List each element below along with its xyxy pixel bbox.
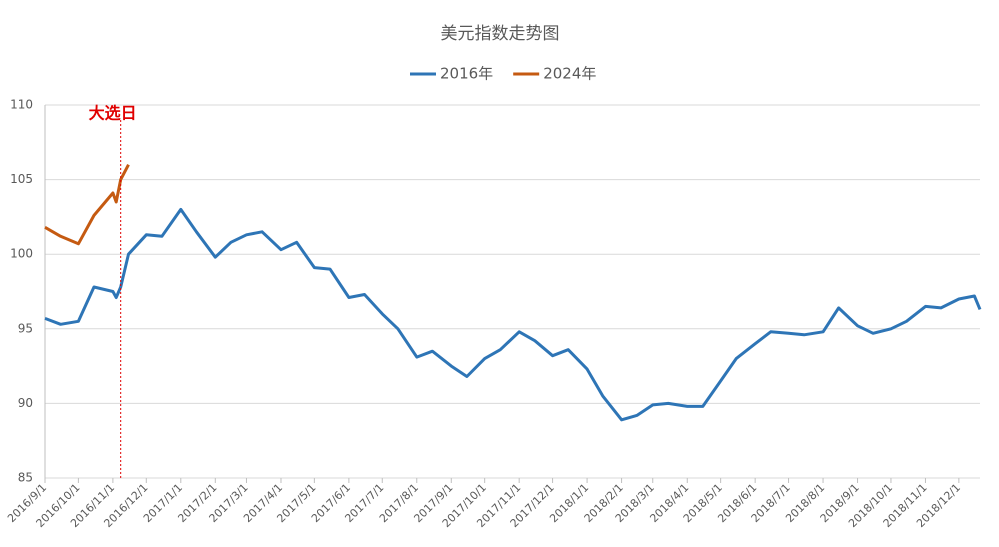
y-tick-label: 105 [10, 172, 33, 186]
series-line [44, 164, 130, 246]
y-tick-label: 110 [10, 98, 33, 112]
y-tick-label: 90 [18, 396, 33, 410]
y-tick-label: 85 [18, 471, 33, 485]
legend-label: 2016年 [440, 65, 493, 83]
y-tick-label: 95 [18, 321, 33, 335]
series-line [44, 207, 982, 422]
legend-label: 2024年 [543, 65, 596, 83]
annotation-text: 大选日 [89, 104, 137, 123]
chart-title: 美元指数走势图 [441, 24, 560, 44]
y-tick-label: 100 [10, 247, 33, 261]
